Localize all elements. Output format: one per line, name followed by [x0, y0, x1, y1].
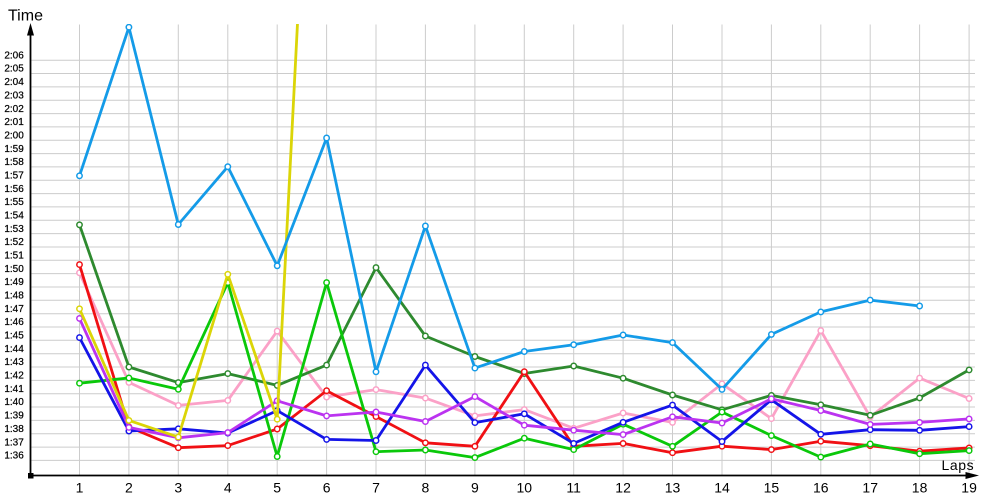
svg-text:17: 17: [862, 480, 878, 496]
svg-text:5: 5: [273, 480, 281, 496]
svg-text:Time: Time: [8, 8, 43, 25]
svg-text:1:57: 1:57: [4, 171, 24, 182]
svg-text:1:51: 1:51: [4, 251, 24, 262]
svg-text:8: 8: [422, 480, 430, 496]
svg-text:10: 10: [517, 480, 533, 496]
svg-text:7: 7: [372, 480, 380, 496]
svg-text:2:06: 2:06: [4, 50, 24, 61]
svg-text:1:42: 1:42: [4, 371, 24, 382]
svg-text:1:58: 1:58: [4, 157, 24, 168]
svg-text:2:03: 2:03: [4, 90, 24, 101]
svg-text:18: 18: [912, 480, 928, 496]
svg-text:1:45: 1:45: [4, 331, 24, 342]
svg-text:1:48: 1:48: [4, 291, 24, 302]
svg-text:2:00: 2:00: [4, 130, 24, 141]
svg-text:1: 1: [76, 480, 84, 496]
svg-text:Laps: Laps: [942, 457, 975, 473]
svg-text:2: 2: [125, 480, 133, 496]
svg-text:1:55: 1:55: [4, 197, 24, 208]
svg-text:2:04: 2:04: [4, 77, 24, 88]
svg-text:1:36: 1:36: [4, 451, 24, 462]
svg-text:1:44: 1:44: [4, 344, 24, 355]
svg-text:2:01: 2:01: [4, 117, 24, 128]
svg-text:6: 6: [323, 480, 331, 496]
svg-text:1:46: 1:46: [4, 317, 24, 328]
svg-text:15: 15: [764, 480, 780, 496]
svg-text:1:40: 1:40: [4, 397, 24, 408]
svg-text:11: 11: [566, 480, 581, 496]
svg-text:1:49: 1:49: [4, 277, 24, 288]
svg-text:14: 14: [714, 480, 730, 496]
svg-text:2:05: 2:05: [4, 64, 24, 75]
svg-text:9: 9: [471, 480, 479, 496]
svg-text:2:02: 2:02: [4, 104, 24, 115]
svg-text:1:53: 1:53: [4, 224, 24, 235]
svg-text:19: 19: [961, 480, 977, 496]
svg-text:1:39: 1:39: [4, 411, 24, 422]
svg-text:1:54: 1:54: [4, 211, 24, 222]
svg-text:1:43: 1:43: [4, 357, 24, 368]
svg-text:1:37: 1:37: [4, 437, 24, 448]
svg-text:1:38: 1:38: [4, 424, 24, 435]
svg-text:12: 12: [615, 480, 631, 496]
svg-text:4: 4: [224, 480, 232, 496]
svg-text:1:56: 1:56: [4, 184, 24, 195]
svg-text:13: 13: [665, 480, 681, 496]
svg-text:1:59: 1:59: [4, 144, 24, 155]
svg-text:1:41: 1:41: [4, 384, 24, 395]
svg-text:3: 3: [174, 480, 182, 496]
svg-text:1:52: 1:52: [4, 237, 24, 248]
svg-text:16: 16: [813, 480, 829, 496]
svg-text:1:50: 1:50: [4, 264, 24, 275]
svg-text:1:47: 1:47: [4, 304, 24, 315]
